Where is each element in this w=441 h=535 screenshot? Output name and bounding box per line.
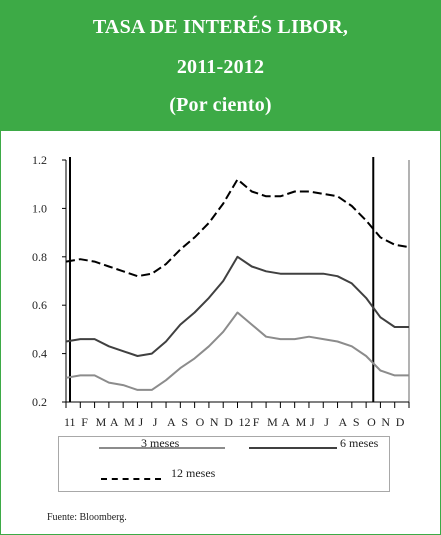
series-line-3-meses [65, 311, 409, 391]
chart-title-years: 2011-2012 [176, 56, 265, 78]
x-tick-label: D [224, 415, 233, 429]
series-line-12-meses [65, 178, 410, 278]
chart-title: TASA DE INTERÉS LIBOR, [92, 16, 349, 38]
legend-swatch-6m [249, 447, 337, 449]
x-tick-label: A [167, 415, 176, 429]
x-tick-label: F [81, 415, 88, 429]
x-tick-label: J [324, 415, 329, 429]
legend-label-3m: 3 meses [141, 436, 180, 450]
x-tick-label: S [353, 415, 360, 429]
x-tick-label: O [196, 415, 205, 429]
x-tick-label: D [396, 415, 405, 429]
x-tick-label: J [138, 415, 143, 429]
x-tick-label: J [310, 415, 315, 429]
x-tick-label: N [381, 415, 390, 429]
x-tick-label: O [367, 415, 376, 429]
x-tick-label: A [339, 415, 348, 429]
x-tick-label: M [267, 415, 278, 429]
x-tick-label: M [296, 415, 307, 429]
x-tick-label: M [124, 415, 135, 429]
x-tick-label: 11 [64, 415, 76, 429]
source-note: Fuente: Bloomberg. [47, 512, 127, 523]
legend-swatch-3m [99, 447, 225, 449]
x-tick-label: N [210, 415, 219, 429]
x-tick-label: S [181, 415, 188, 429]
chart-subtitle-units: (Por ciento) [169, 94, 272, 116]
chart-header: TASA DE INTERÉS LIBOR, 2011-2012 (Por ci… [0, 0, 441, 131]
y-tick-label: 1.0 [32, 201, 47, 215]
line-chart: 0.20.40.60.81.01.211 F M A M J J A S O N D 12 F M A M J J A… [32, 153, 410, 429]
legend-label-6m: 6 meses [340, 436, 379, 450]
x-tick-label: M [96, 415, 107, 429]
x-tick-label: 12 [239, 415, 251, 429]
series-line-6-meses [65, 255, 409, 357]
legend-swatch-12m [101, 478, 161, 480]
y-tick-label: 1.2 [32, 153, 47, 167]
legend: 3 meses 6 meses 12 meses [58, 436, 390, 492]
y-tick-label: 0.4 [32, 347, 47, 361]
x-tick-label: F [253, 415, 260, 429]
y-tick-label: 0.8 [32, 250, 47, 264]
x-tick-label: A [110, 415, 119, 429]
y-tick-label: 0.6 [32, 298, 47, 312]
y-tick-label: 0.2 [32, 395, 47, 409]
legend-label-12m: 12 meses [171, 466, 216, 480]
x-tick-label: A [281, 415, 290, 429]
x-tick-label: J [153, 415, 158, 429]
